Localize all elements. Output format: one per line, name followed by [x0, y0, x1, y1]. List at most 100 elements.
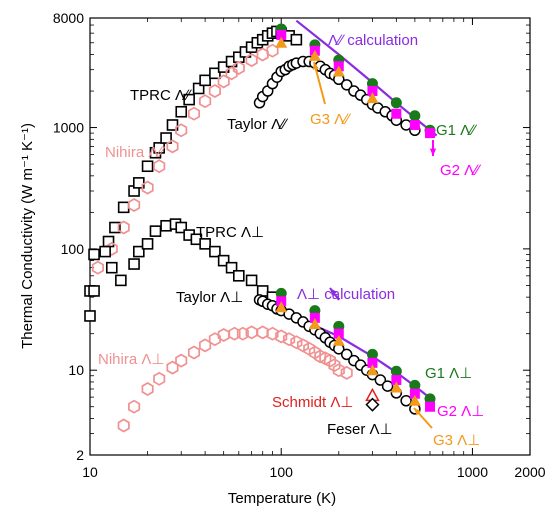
g1-par-point — [409, 110, 421, 122]
g3-perp-point — [275, 301, 288, 313]
annotation-g2-perp: G2 Λ⊥ — [437, 403, 484, 420]
annotation-par-calculation: Λ∕∕ calculation — [328, 32, 418, 49]
g2-par-point — [367, 86, 378, 97]
feser-perp-point — [365, 397, 380, 412]
tprc-par-point — [109, 221, 121, 234]
tprc-perp-point — [217, 254, 230, 267]
g3-perp-point — [332, 334, 345, 346]
nihira-perp-point — [283, 332, 296, 347]
nihira-perp-point — [290, 335, 303, 350]
g3-par-arrow-head — [312, 62, 319, 70]
g2-perp-point — [309, 312, 320, 323]
taylor-par-point — [340, 79, 353, 91]
nihira-par-point — [256, 47, 269, 62]
nihira-par-point — [225, 66, 238, 81]
g3-par-point — [275, 36, 288, 48]
tprc-perp-point — [175, 221, 188, 234]
x-tick-label: 1000 — [457, 464, 488, 480]
nihira-perp-point — [153, 371, 166, 386]
g3-par-point — [366, 92, 379, 104]
tprc-perp-point — [245, 274, 258, 287]
nihira-perp-point — [275, 329, 288, 344]
taylor-perp-point — [400, 395, 412, 407]
g3-perp-point — [390, 381, 403, 393]
g2-perp-point — [391, 375, 402, 386]
tprc-par-point — [88, 248, 100, 261]
annotation-nihira-par: Nihira Λ∕∕ — [105, 144, 166, 161]
tprc-perp-point — [209, 245, 221, 258]
nihira-perp-point — [208, 332, 221, 347]
annotation-g3-par: G3 Λ∕∕ — [310, 111, 352, 128]
nihira-par-point — [141, 180, 154, 195]
nihira-par-point — [187, 106, 201, 121]
tprc-par-point — [192, 82, 205, 95]
nihira-par-point — [166, 139, 179, 154]
tprc-par-point — [141, 160, 154, 173]
nihira-perp-point — [340, 365, 353, 380]
data-points — [84, 23, 436, 433]
g1-par-point — [390, 97, 402, 109]
tprc-perp-point — [149, 225, 162, 237]
tprc-perp-point — [199, 238, 211, 250]
x-tick-label: 100 — [270, 464, 294, 480]
g1-perp-point — [390, 365, 402, 377]
g2-perp-point — [425, 401, 436, 412]
y-tick-label: 100 — [61, 241, 85, 257]
nihira-perp-point — [128, 399, 141, 414]
g3-par-point — [332, 65, 345, 77]
tprc-perp-point — [88, 285, 100, 297]
annotation-g3-perp: G3 Λ⊥ — [433, 432, 480, 449]
tprc-perp-point — [99, 245, 111, 258]
nihira-perp-point — [175, 353, 188, 368]
tprc-perp-point — [160, 219, 172, 232]
g1-perp-point — [424, 393, 436, 405]
tprc-perp-point — [225, 261, 238, 274]
g2-perp-point — [367, 357, 378, 368]
g3-perp-point — [308, 318, 321, 330]
g2-par-point — [425, 128, 436, 139]
nihira-par-point — [128, 198, 141, 212]
g3-perp-point — [366, 364, 379, 376]
tprc-perp-point — [84, 310, 96, 322]
nihira-perp-point — [199, 338, 212, 353]
nihira-perp-point — [266, 326, 279, 341]
nihira-perp-point — [296, 338, 310, 353]
g2-perp-point — [333, 328, 344, 339]
g2-par-point — [409, 119, 420, 130]
x-axis-label: Temperature (K) — [228, 490, 336, 507]
g2-par-arrow-head — [429, 148, 437, 156]
nihira-perp-point — [217, 328, 230, 342]
nihira-perp-point — [236, 326, 249, 341]
g2-perp-point — [409, 388, 420, 399]
taylor-perp-point — [381, 380, 394, 392]
annotation-schmidt-perp: Schmidt Λ⊥ — [272, 394, 353, 411]
perp-calc-arrow-head — [330, 288, 337, 296]
g1-perp-point — [275, 287, 287, 299]
tprc-par-point — [117, 201, 130, 214]
nihira-perp-point — [328, 358, 341, 373]
annotation-g1-perp: G1 Λ⊥ — [425, 365, 472, 382]
nihira-perp-point — [117, 418, 130, 433]
y-tick-label: 8000 — [53, 10, 84, 26]
tprc-perp-point — [128, 258, 140, 270]
nihira-perp-point — [141, 382, 154, 396]
annotation-labels: TPRC Λ∕∕ Nihira Λ∕∕ Taylor Λ∕∕ Λ∕∕ calculat… — [98, 32, 484, 449]
taylor-perp-point — [374, 374, 387, 386]
annotation-feser-perp: Feser Λ⊥ — [327, 421, 393, 438]
tprc-par-point — [290, 33, 303, 46]
nihira-perp-point — [256, 325, 269, 340]
annotation-taylor-par: Taylor Λ∕∕ — [227, 116, 289, 133]
g3-perp-point — [408, 394, 421, 406]
calculation-lines — [280, 19, 438, 399]
y-axis-label: Thermal Conductivity (W m⁻¹ K⁻¹) — [19, 123, 36, 349]
g2-par-point — [391, 108, 402, 119]
plot-border — [89, 17, 531, 456]
nihira-perp-point — [228, 326, 241, 341]
tprc-perp-point — [105, 261, 118, 274]
g2-perp-point — [276, 296, 287, 307]
g1-perp-point — [366, 348, 378, 360]
annotation-tprc-par: TPRC Λ∕∕ — [130, 87, 193, 104]
nihira-par-point — [91, 260, 104, 275]
